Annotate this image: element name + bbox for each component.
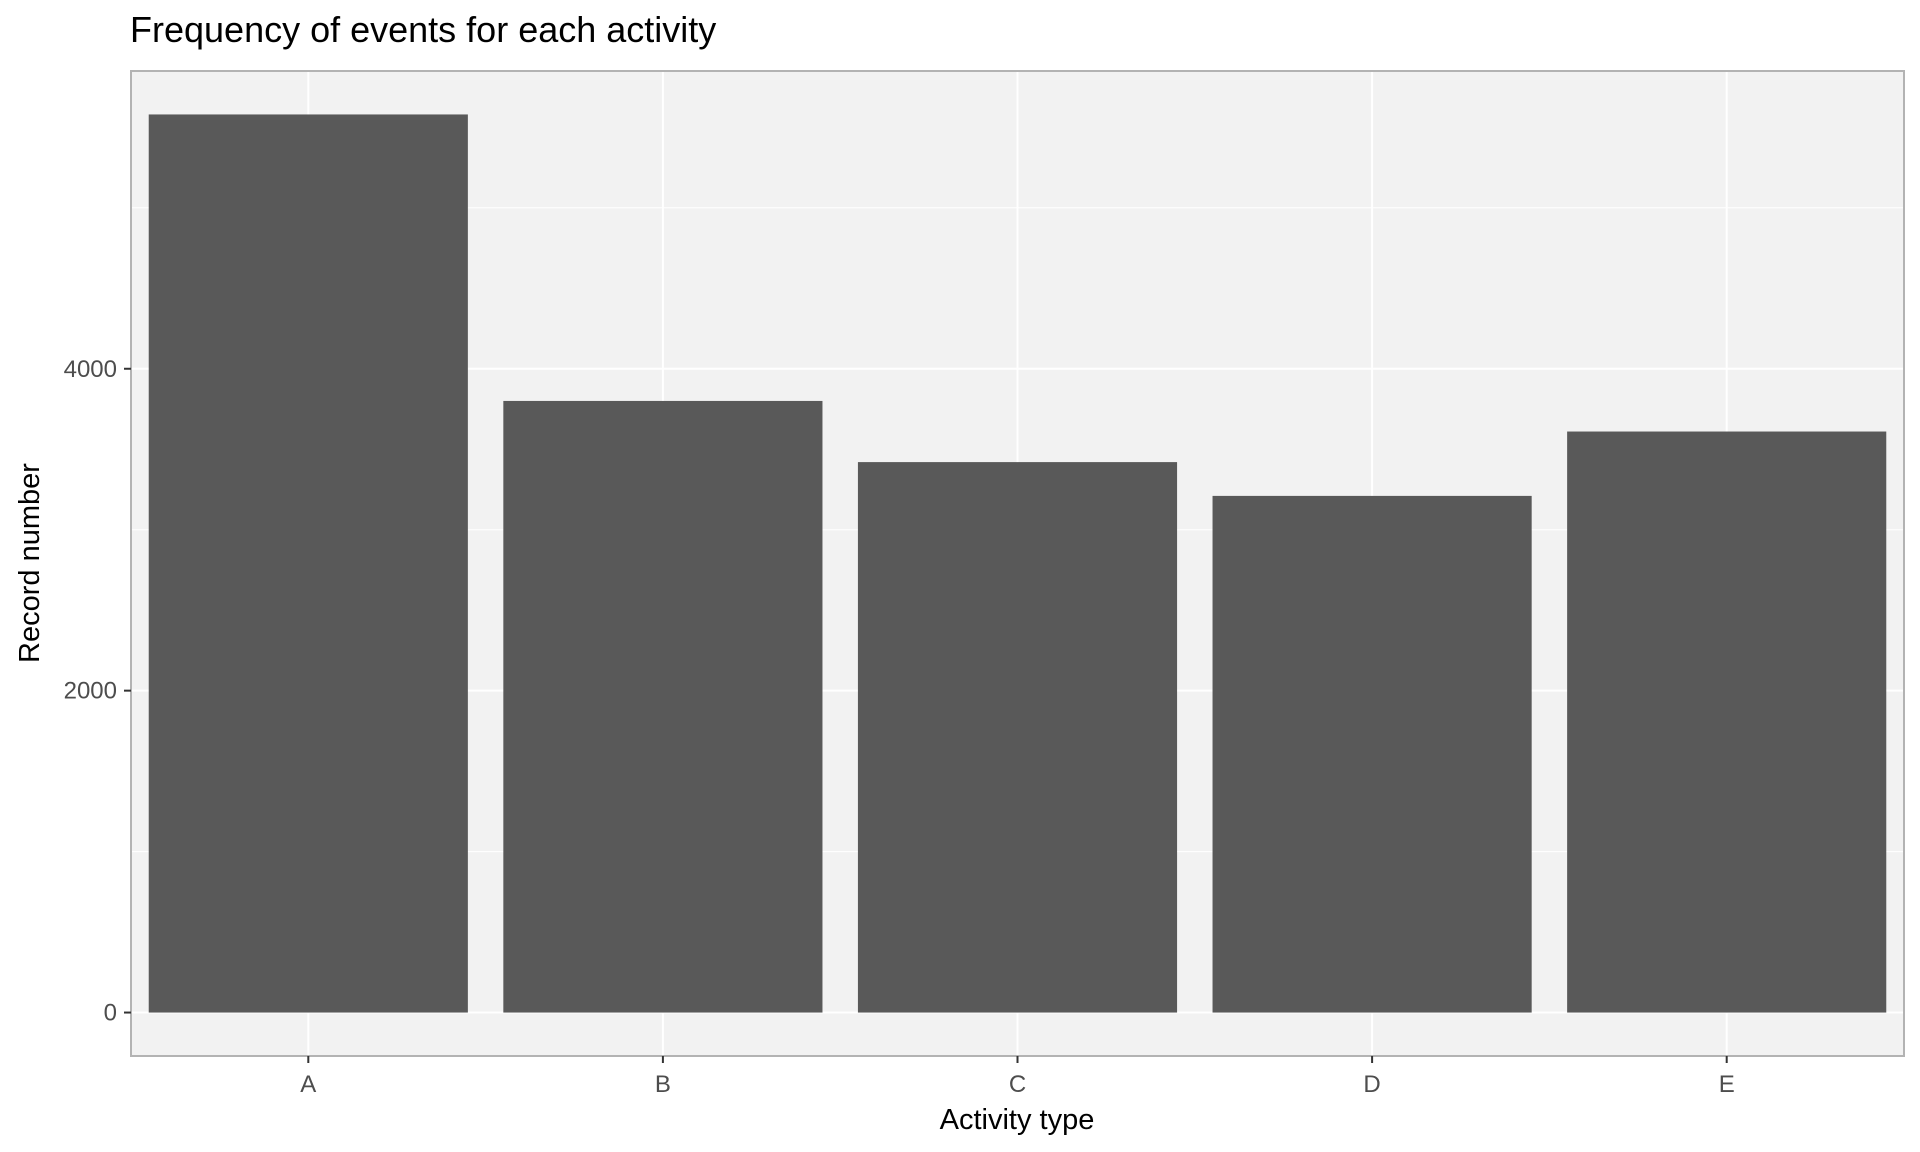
y-axis-title: Record number (14, 463, 46, 663)
y-tick-label: 0 (104, 1000, 117, 1027)
bar-D (1212, 495, 1532, 1013)
bar-E (1567, 431, 1887, 1013)
chart-title: Frequency of events for each activity (130, 9, 716, 50)
y-tick-label: 2000 (64, 678, 117, 705)
x-tick-label: D (1363, 1071, 1380, 1098)
x-axis-ticks: A B C D E (300, 1056, 1735, 1098)
bars (148, 114, 1887, 1013)
x-tick-label: A (300, 1071, 316, 1098)
x-axis-title: Activity type (940, 1104, 1095, 1136)
x-tick-label: B (655, 1071, 671, 1098)
x-tick-label: C (1009, 1071, 1026, 1098)
bar-B (503, 400, 823, 1013)
bar-C (857, 462, 1178, 1013)
y-axis-ticks: 0 2000 4000 (64, 356, 131, 1027)
y-tick-label: 4000 (64, 356, 117, 383)
bar-A (148, 114, 468, 1013)
x-tick-label: E (1719, 1071, 1735, 1098)
